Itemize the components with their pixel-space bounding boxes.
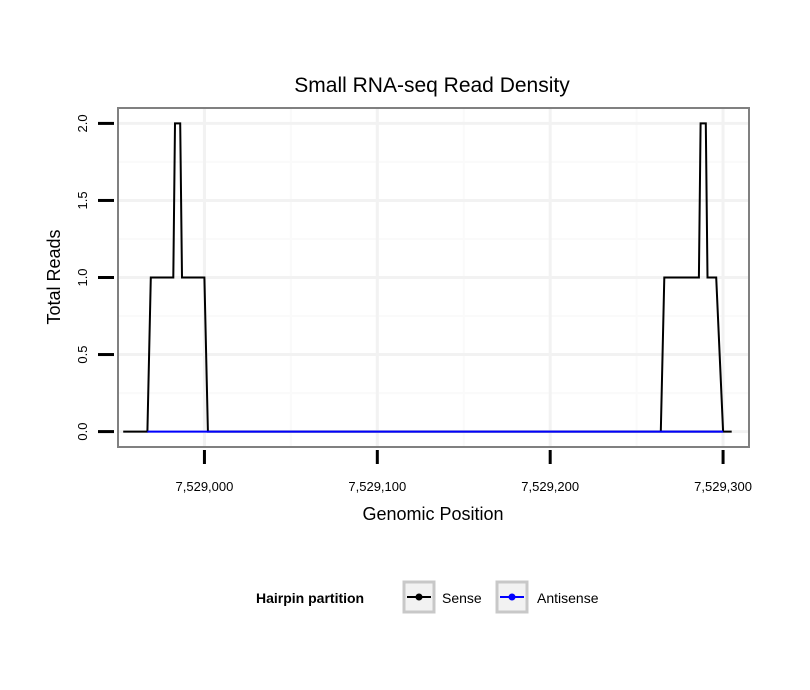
y-tick-label: 0.0 xyxy=(75,423,90,441)
legend-dot-antisense xyxy=(508,593,516,601)
x-axis: 7,529,000 7,529,100 7,529,200 7,529,300 xyxy=(176,450,752,494)
x-tick-label: 7,529,000 xyxy=(176,479,234,494)
y-axis-title: Total Reads xyxy=(44,229,64,324)
legend-title: Hairpin partition xyxy=(256,590,364,606)
plot-panel-border xyxy=(117,107,750,448)
x-tick-label: 7,529,100 xyxy=(348,479,406,494)
y-axis: 0.0 0.5 1.0 1.5 2.0 xyxy=(75,114,114,441)
chart-title: Small RNA-seq Read Density xyxy=(294,74,570,97)
series-layer xyxy=(123,122,732,433)
legend-item-sense[interactable]: Sense xyxy=(402,580,482,614)
x-tick-label: 7,529,300 xyxy=(694,479,752,494)
y-tick-label: 1.5 xyxy=(75,191,90,209)
minor-gridlines xyxy=(117,108,749,447)
legend-label-antisense: Antisense xyxy=(537,590,599,606)
legend: Hairpin partition Sense Antisense xyxy=(256,580,599,614)
legend-item-antisense[interactable]: Antisense xyxy=(495,580,599,614)
y-tick-label: 1.0 xyxy=(75,268,90,286)
legend-label-sense: Sense xyxy=(442,590,482,606)
y-tick-label: 2.0 xyxy=(75,114,90,132)
y-tick-label: 0.5 xyxy=(75,346,90,364)
legend-dot-sense xyxy=(415,593,423,601)
major-gridlines xyxy=(118,108,749,447)
x-tick-label: 7,529,200 xyxy=(521,479,579,494)
x-axis-title: Genomic Position xyxy=(362,504,503,524)
